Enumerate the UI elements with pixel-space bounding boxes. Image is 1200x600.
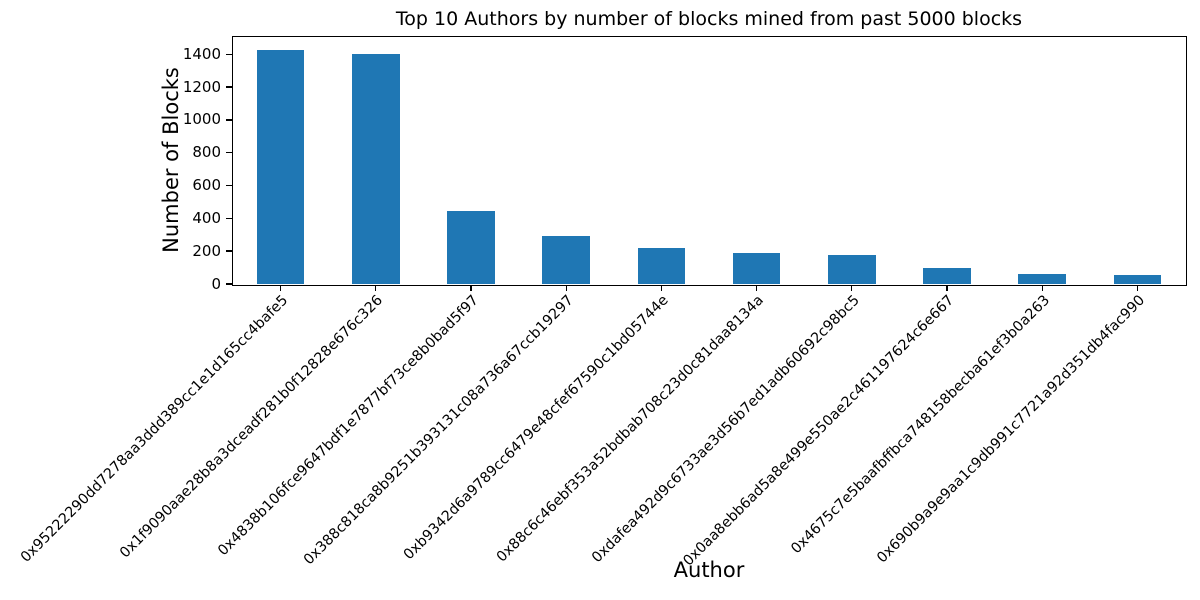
chart-title: Top 10 Authors by number of blocks mined… [395,8,1023,30]
x-tick-mark [565,285,567,291]
x-tick-mark [755,285,758,291]
y-tick-label: 1000 [182,110,221,129]
y-tick-mark [226,283,232,285]
x-tick-mark [851,285,853,291]
y-tick-mark [226,119,232,121]
y-tick-mark [226,217,232,220]
y-tick-mark [226,152,232,154]
x-tick-mark [470,285,472,291]
y-tick-mark [226,184,232,187]
y-tick-mark [226,250,232,252]
y-tick-label: 1400 [182,44,221,63]
bar [923,268,971,284]
bar [1018,273,1066,284]
y-tick-label: 800 [192,143,221,162]
x-tick-mark [1136,285,1139,291]
y-tick-label: 200 [192,241,221,260]
bar [637,247,686,284]
x-axis-label: Author [673,558,745,582]
x-tick-mark [375,285,377,291]
bar [447,210,495,284]
bar [542,236,590,284]
y-tick-label: 0 [211,274,221,293]
y-tick-label: 400 [192,208,221,227]
y-tick-mark [226,86,232,88]
bar [256,50,305,284]
y-tick-label: 1200 [182,77,221,96]
bar [352,54,400,284]
bar [828,255,876,284]
bar [732,253,781,284]
x-tick-mark [1041,285,1043,291]
x-tick-mark [279,285,282,291]
x-tick-mark [946,285,948,291]
y-tick-label: 600 [192,176,221,195]
bar [1113,274,1162,284]
plot-area: 0 200 400 600 800 1000 1200 1400 0x95222290dd727… [18,35,1187,569]
y-tick-mark [226,53,232,56]
x-tick-mark [660,285,663,291]
